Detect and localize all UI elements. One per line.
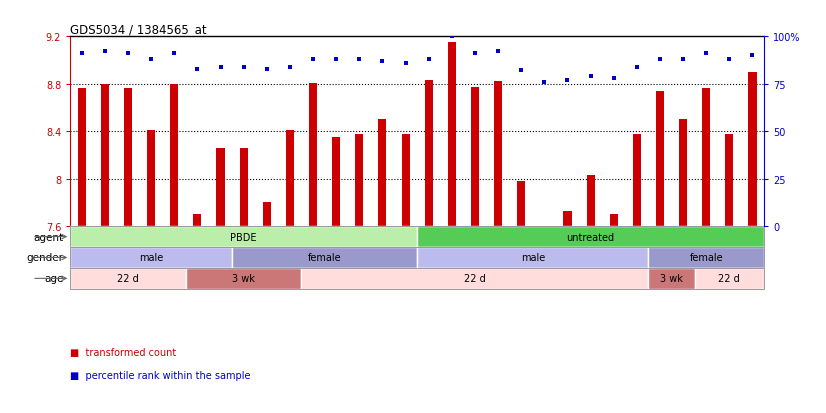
Bar (702, 89, 710, 227)
Bar (695, 268, 764, 289)
Bar (517, 182, 525, 227)
Point (283, 64, 297, 71)
Bar (417, 227, 764, 247)
Text: 3 wk: 3 wk (660, 274, 683, 284)
Point (468, 51, 482, 57)
Text: ■  percentile rank within the sample: ■ percentile rank within the sample (70, 370, 251, 380)
Point (330, 57, 343, 63)
Point (653, 57, 667, 63)
Bar (101, 85, 109, 227)
Bar (309, 83, 317, 227)
Text: PBDE: PBDE (230, 232, 257, 242)
Bar (170, 85, 178, 227)
Bar (748, 73, 757, 227)
Bar (633, 134, 641, 227)
Bar (401, 134, 410, 227)
Point (260, 66, 273, 73)
Bar (70, 268, 186, 289)
Point (75, 51, 88, 57)
Point (191, 66, 204, 73)
Bar (448, 43, 456, 227)
Bar (240, 148, 248, 227)
Point (399, 60, 412, 67)
Point (145, 57, 158, 63)
Bar (610, 215, 618, 227)
Text: female: female (308, 253, 341, 263)
Bar (563, 211, 572, 227)
Point (353, 57, 366, 63)
Text: male: male (520, 253, 545, 263)
Point (630, 64, 643, 71)
Point (98, 49, 112, 56)
Bar (216, 148, 225, 227)
Bar (147, 131, 155, 227)
Point (746, 53, 759, 59)
Bar (417, 247, 648, 268)
Point (723, 57, 736, 63)
Text: 22 d: 22 d (117, 274, 139, 284)
Point (445, 34, 458, 40)
Text: ■  transformed count: ■ transformed count (70, 347, 177, 357)
Bar (78, 89, 86, 227)
Point (237, 64, 250, 71)
Point (584, 74, 597, 80)
Text: 22 d: 22 d (464, 274, 486, 284)
Point (515, 68, 528, 75)
Bar (378, 120, 387, 227)
Point (700, 51, 713, 57)
Text: age: age (44, 274, 64, 284)
Point (306, 57, 320, 63)
Bar (193, 215, 202, 227)
Bar (471, 88, 479, 227)
Point (607, 76, 620, 82)
Bar (263, 203, 271, 227)
Text: untreated: untreated (567, 232, 615, 242)
Bar (656, 92, 664, 227)
Bar (186, 268, 301, 289)
Point (538, 79, 551, 86)
Bar (586, 176, 595, 227)
Bar (70, 227, 417, 247)
Point (121, 51, 135, 57)
Bar (648, 247, 764, 268)
Text: agent: agent (33, 232, 64, 242)
Point (214, 64, 227, 71)
Point (376, 59, 389, 65)
Point (561, 77, 574, 84)
Text: GDS5034 / 1384565_at: GDS5034 / 1384565_at (70, 23, 206, 36)
Text: 22 d: 22 d (719, 274, 740, 284)
Bar (725, 134, 733, 227)
Bar (124, 89, 132, 227)
Text: gender: gender (26, 253, 64, 263)
Bar (648, 268, 695, 289)
Point (491, 49, 505, 56)
Bar (355, 134, 363, 227)
Point (168, 51, 181, 57)
Bar (70, 247, 232, 268)
Text: male: male (139, 253, 164, 263)
Text: 3 wk: 3 wk (232, 274, 255, 284)
Point (676, 57, 690, 63)
Bar (332, 138, 340, 227)
Bar (301, 268, 648, 289)
Point (422, 57, 435, 63)
Bar (494, 82, 502, 227)
Bar (425, 81, 433, 227)
Bar (286, 131, 294, 227)
Bar (232, 247, 417, 268)
Text: female: female (690, 253, 723, 263)
Bar (679, 120, 687, 227)
